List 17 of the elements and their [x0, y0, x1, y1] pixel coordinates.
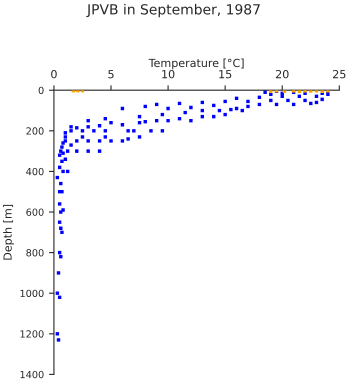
y-axis-title: Depth [m] [3, 204, 14, 260]
x-tick-label: 10 [162, 70, 174, 78]
y-tick-label: 1200 [20, 330, 44, 338]
x-tick-label: 20 [276, 70, 289, 78]
y-tick-label: 800 [26, 249, 44, 256]
y-tick-label: 200 [26, 127, 44, 135]
y-tick-label: 1000 [20, 290, 44, 298]
x-tick-label: 5 [108, 70, 114, 78]
x-tick-label: 25 [333, 70, 346, 78]
y-tick-label: 0 [38, 86, 44, 94]
y-tick-label: 1400 [20, 370, 44, 378]
chart-title: JPVB in September, 1987 [86, 4, 260, 18]
y-tick-label: 600 [26, 208, 44, 216]
x-axis-title: Temperature [°C] [148, 58, 244, 70]
x-tick-label: 0 [51, 70, 57, 78]
y-tick-label: 400 [26, 168, 44, 176]
x-tick-label: 15 [219, 70, 232, 78]
